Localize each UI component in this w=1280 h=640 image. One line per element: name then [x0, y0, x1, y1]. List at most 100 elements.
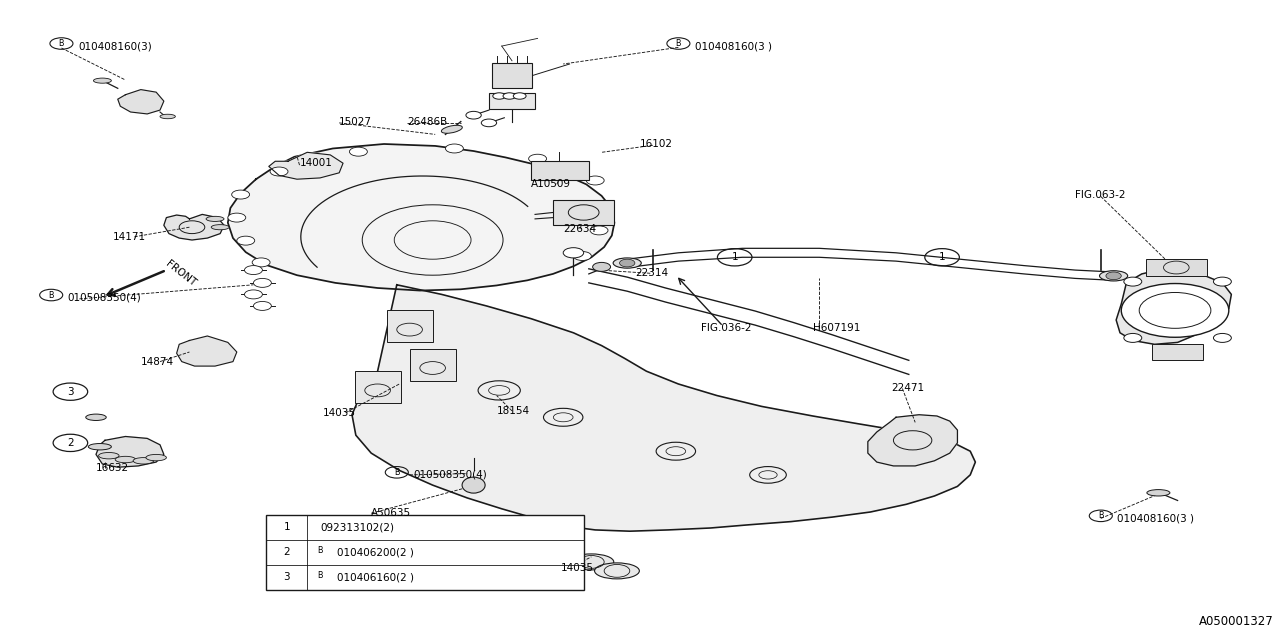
Ellipse shape: [86, 414, 106, 420]
Text: 2: 2: [67, 438, 74, 448]
Text: 22314: 22314: [635, 268, 668, 278]
Polygon shape: [96, 436, 164, 467]
Text: FRONT: FRONT: [164, 259, 198, 289]
Text: 010508350(4): 010508350(4): [68, 292, 142, 303]
Text: B: B: [676, 39, 681, 48]
Text: 010408160(3): 010408160(3): [78, 41, 152, 51]
Ellipse shape: [442, 125, 462, 133]
Ellipse shape: [93, 78, 111, 83]
Text: FIG.036-2: FIG.036-2: [701, 323, 751, 333]
Ellipse shape: [88, 444, 111, 450]
Circle shape: [270, 167, 288, 176]
Circle shape: [1106, 272, 1121, 280]
Circle shape: [232, 190, 250, 199]
Bar: [553, 200, 614, 225]
Circle shape: [244, 266, 262, 275]
Text: H607191: H607191: [813, 323, 860, 333]
Text: 1: 1: [938, 252, 946, 262]
Circle shape: [349, 147, 367, 156]
Text: 010408160(3 ): 010408160(3 ): [1117, 513, 1194, 524]
Polygon shape: [177, 336, 237, 366]
Text: 14874: 14874: [141, 356, 174, 367]
Circle shape: [481, 119, 497, 127]
Bar: [355, 371, 401, 403]
Text: A050001327: A050001327: [1199, 616, 1274, 628]
Circle shape: [445, 144, 463, 153]
Circle shape: [1124, 333, 1142, 342]
Circle shape: [228, 213, 246, 222]
Ellipse shape: [133, 458, 154, 464]
Text: 16632: 16632: [96, 463, 129, 474]
Circle shape: [466, 111, 481, 119]
Bar: [387, 310, 433, 342]
Text: 14035: 14035: [323, 408, 356, 418]
Ellipse shape: [160, 114, 175, 119]
Text: A10509: A10509: [531, 179, 571, 189]
Polygon shape: [228, 144, 614, 291]
Polygon shape: [1116, 270, 1231, 344]
Circle shape: [590, 226, 608, 235]
Text: B: B: [317, 571, 323, 580]
Circle shape: [1124, 277, 1142, 286]
Ellipse shape: [146, 454, 166, 461]
Circle shape: [503, 93, 516, 99]
Ellipse shape: [1100, 271, 1128, 281]
Circle shape: [513, 93, 526, 99]
Circle shape: [1213, 277, 1231, 286]
Text: 14035: 14035: [561, 563, 594, 573]
Circle shape: [573, 252, 591, 260]
Ellipse shape: [462, 477, 485, 493]
Circle shape: [596, 202, 614, 211]
Bar: [410, 349, 456, 381]
Ellipse shape: [1147, 490, 1170, 496]
Ellipse shape: [570, 554, 614, 570]
Bar: [266, 515, 584, 590]
Circle shape: [529, 154, 547, 163]
Circle shape: [253, 278, 271, 287]
Ellipse shape: [99, 452, 119, 459]
Circle shape: [252, 258, 270, 267]
Polygon shape: [269, 152, 343, 179]
Bar: [531, 161, 589, 180]
Text: 010406200(2 ): 010406200(2 ): [337, 547, 413, 557]
Text: A50635: A50635: [371, 508, 411, 518]
Text: 14171: 14171: [113, 232, 146, 242]
Bar: [489, 93, 535, 109]
Text: 22471: 22471: [891, 383, 924, 394]
Bar: [1146, 259, 1207, 276]
Circle shape: [1213, 333, 1231, 342]
Text: B: B: [394, 468, 399, 477]
Text: 010508350(4): 010508350(4): [413, 470, 488, 480]
Text: 22634: 22634: [563, 224, 596, 234]
Ellipse shape: [595, 563, 640, 579]
Circle shape: [237, 236, 255, 245]
Text: 16102: 16102: [640, 139, 673, 149]
Text: B: B: [1098, 511, 1103, 520]
Ellipse shape: [211, 225, 229, 230]
Ellipse shape: [613, 258, 641, 268]
Text: FIG.063-2: FIG.063-2: [1075, 190, 1125, 200]
Text: 3: 3: [283, 573, 291, 582]
Circle shape: [253, 301, 271, 310]
Ellipse shape: [206, 216, 224, 221]
Text: 3: 3: [67, 387, 74, 397]
Text: 092313102(2): 092313102(2): [320, 522, 394, 532]
Text: B: B: [49, 291, 54, 300]
Text: 1: 1: [731, 252, 739, 262]
Polygon shape: [118, 90, 164, 114]
Text: 1: 1: [283, 522, 291, 532]
Circle shape: [586, 176, 604, 185]
Text: 2: 2: [283, 547, 291, 557]
Bar: [492, 63, 532, 88]
Bar: [1152, 344, 1203, 360]
Circle shape: [593, 262, 611, 271]
Circle shape: [563, 248, 584, 258]
Polygon shape: [352, 285, 975, 531]
Ellipse shape: [115, 456, 136, 463]
Text: 18154: 18154: [497, 406, 530, 416]
Circle shape: [244, 290, 262, 299]
Text: 010406160(2 ): 010406160(2 ): [337, 573, 413, 582]
Circle shape: [493, 93, 506, 99]
Text: 15027: 15027: [339, 116, 372, 127]
Polygon shape: [164, 214, 224, 240]
